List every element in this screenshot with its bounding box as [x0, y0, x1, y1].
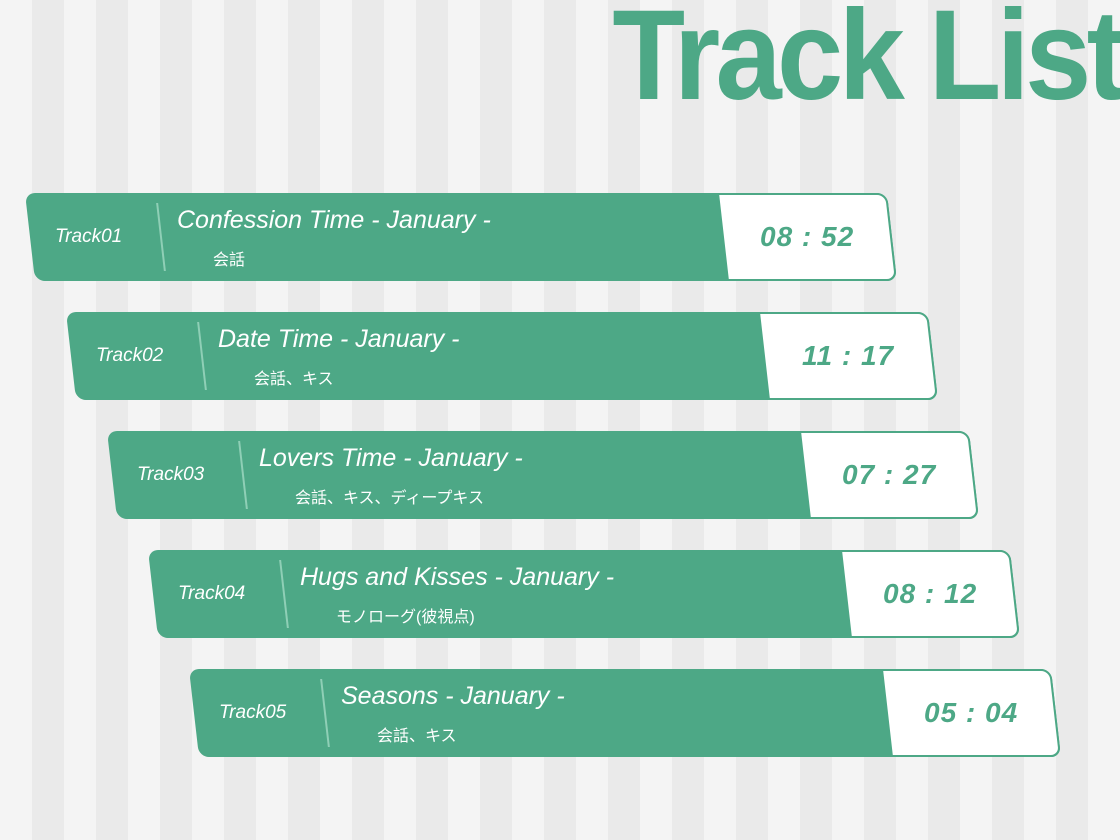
track-row[interactable]: Track05 Seasons - January - 会話、キス 05 : 0… [188, 669, 1062, 757]
track-number: Track02 [95, 345, 164, 366]
track-duration: 11 : 17 [801, 340, 895, 371]
track-duration: 08 : 12 [882, 578, 978, 609]
track-duration: 08 : 52 [759, 221, 855, 252]
duration-box: 11 : 17 [757, 312, 939, 400]
track-name: Date Time - January - [217, 325, 460, 353]
track-number: Track03 [136, 464, 205, 485]
duration-box: 08 : 52 [716, 193, 898, 281]
divider [238, 441, 248, 509]
duration-box: 07 : 27 [798, 431, 980, 519]
track-name: Seasons - January - [340, 682, 565, 710]
track-number: Track05 [218, 702, 287, 723]
track-name: Lovers Time - January - [258, 444, 523, 472]
track-tags: 会話、キス [253, 371, 334, 388]
divider [156, 203, 166, 271]
track-row[interactable]: Track01 Confession Time - January - 会話 0… [24, 193, 898, 281]
track-tags: 会話、キス [376, 728, 457, 745]
track-row[interactable]: Track04 Hugs and Kisses - January - モノロー… [147, 550, 1021, 638]
track-tags: 会話、キス、ディープキス [294, 490, 484, 507]
track-duration: 07 : 27 [841, 459, 937, 490]
track-number: Track04 [177, 583, 246, 604]
track-duration: 05 : 04 [923, 697, 1019, 728]
track-row[interactable]: Track02 Date Time - January - 会話、キス 11 :… [65, 312, 939, 400]
duration-box: 08 : 12 [839, 550, 1021, 638]
track-tags: 会話 [212, 252, 246, 269]
track-name: Confession Time - January - [176, 206, 491, 234]
divider [320, 679, 330, 747]
page-title: Track List [612, 0, 1120, 127]
track-number: Track01 [54, 226, 123, 247]
divider [197, 322, 207, 390]
track-name: Hugs and Kisses - January - [299, 563, 615, 591]
divider [279, 560, 289, 628]
track-tags: モノローグ(彼視点) [335, 609, 475, 626]
track-row[interactable]: Track03 Lovers Time - January - 会話、キス、ディ… [106, 431, 980, 519]
duration-box: 05 : 04 [880, 669, 1062, 757]
